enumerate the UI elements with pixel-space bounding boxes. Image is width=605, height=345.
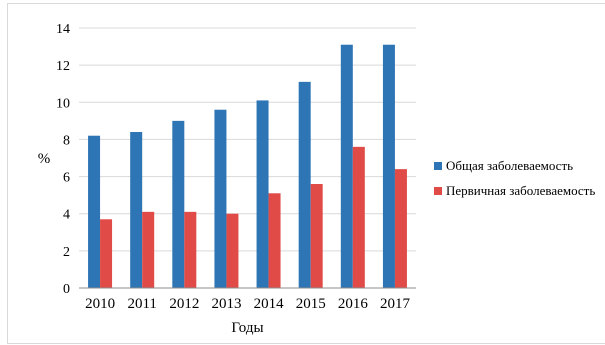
bar-primary-2016 xyxy=(352,146,365,288)
gridlines xyxy=(79,27,416,252)
x-axis-ticks: 2010 2011 2012 2013 2014 2015 2016 2017 xyxy=(85,296,410,312)
legend-swatch xyxy=(434,187,442,195)
x-axis-label: Годы xyxy=(231,320,263,336)
legend-label: Первичная заболеваемость xyxy=(446,183,595,198)
y-tick-label: 6 xyxy=(63,171,70,186)
y-tick-label: 12 xyxy=(56,59,70,74)
x-tick-label: 2010 xyxy=(85,296,115,312)
bar-total-2014 xyxy=(256,100,269,288)
y-tick-label: 4 xyxy=(63,208,70,223)
bar-total-2016 xyxy=(340,44,353,288)
bar-primary-2012 xyxy=(184,211,197,288)
bar-primary-2015 xyxy=(310,184,323,288)
y-tick-label: 8 xyxy=(63,133,70,148)
x-tick-label: 2016 xyxy=(338,296,369,312)
x-tick-label: 2014 xyxy=(254,296,285,312)
bar-total-2015 xyxy=(298,81,311,288)
x-tick-label: 2015 xyxy=(296,296,326,312)
x-tick-label: 2013 xyxy=(211,296,241,312)
chart-frame xyxy=(7,3,605,344)
legend: Общая заболеваемость Первичная заболеваем… xyxy=(434,158,595,198)
bar-total-2017 xyxy=(382,44,395,288)
y-tick-label: 10 xyxy=(56,96,70,111)
bar-primary-2010 xyxy=(100,219,113,288)
x-tick-label: 2011 xyxy=(127,296,156,312)
legend-swatch xyxy=(434,162,442,170)
y-axis-ticks: 0 2 4 6 8 10 12 14 xyxy=(56,22,70,297)
bar-total-2010 xyxy=(88,135,101,288)
legend-label: Общая заболеваемость xyxy=(446,158,573,173)
bar-total-2013 xyxy=(214,109,227,288)
bar-total-2011 xyxy=(130,132,143,288)
bar-total-2012 xyxy=(172,120,185,288)
x-tick-label: 2017 xyxy=(380,296,411,312)
bar-primary-2014 xyxy=(268,193,281,288)
bar-primary-2017 xyxy=(394,169,407,288)
y-tick-label: 0 xyxy=(63,282,70,297)
bar-primary-2013 xyxy=(226,213,239,288)
y-axis-label: % xyxy=(38,151,51,167)
x-tick-label: 2012 xyxy=(169,296,199,312)
y-tick-label: 14 xyxy=(56,22,70,37)
bars xyxy=(88,44,407,288)
y-tick-label: 2 xyxy=(63,245,70,260)
bar-primary-2011 xyxy=(142,211,155,288)
